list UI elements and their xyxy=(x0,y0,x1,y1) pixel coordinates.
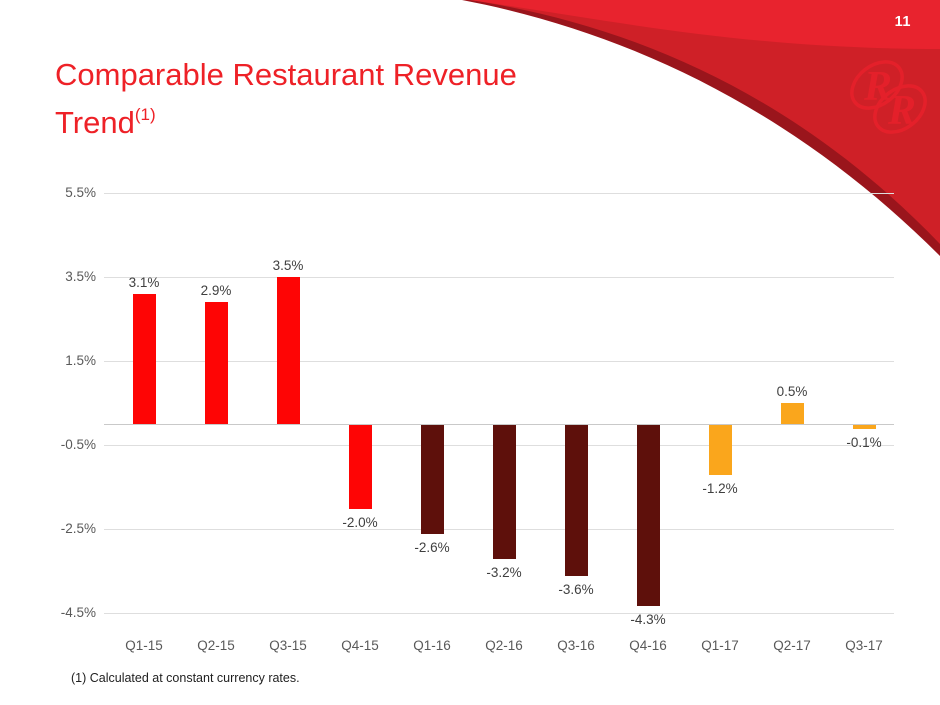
x-axis-label: Q4-16 xyxy=(629,638,667,653)
bar-q3-16 xyxy=(564,425,588,576)
footnote: (1) Calculated at constant currency rate… xyxy=(71,671,300,685)
y-axis-tick-label: -2.5% xyxy=(60,521,96,536)
bar-value-label: 0.5% xyxy=(776,384,808,399)
gridline xyxy=(104,277,894,278)
bar-q4-16 xyxy=(636,425,660,606)
y-axis-tick-label: 5.5% xyxy=(65,185,96,200)
bar-value-label: -4.3% xyxy=(630,612,666,627)
x-axis-label: Q4-15 xyxy=(341,638,379,653)
y-axis-tick-label: 3.5% xyxy=(65,269,96,284)
bar-q3-17 xyxy=(852,425,876,429)
bar-value-label: -0.1% xyxy=(846,435,882,450)
bar-q4-15 xyxy=(348,425,372,509)
bar-q1-17 xyxy=(708,425,732,475)
bar-q2-17 xyxy=(780,403,804,424)
gridline xyxy=(104,193,894,194)
bar-value-label: -3.6% xyxy=(558,582,594,597)
y-axis-tick-label: -4.5% xyxy=(60,605,96,620)
slide-title-line2: Trend xyxy=(55,105,135,140)
x-axis-zero-line xyxy=(104,424,894,425)
y-axis-tick-label: -0.5% xyxy=(60,437,96,452)
bar-value-label: 2.9% xyxy=(200,283,232,298)
gridline xyxy=(104,613,894,614)
page-number: 11 xyxy=(894,14,911,30)
x-axis-label: Q3-16 xyxy=(557,638,595,653)
bar-value-label: -2.0% xyxy=(342,515,378,530)
bar-q2-16 xyxy=(492,425,516,559)
x-axis-label: Q2-15 xyxy=(197,638,235,653)
x-axis-label: Q1-16 xyxy=(413,638,451,653)
slide-title-superscript: (1) xyxy=(134,105,156,124)
bar-value-label: 3.1% xyxy=(128,275,160,290)
gridline xyxy=(104,361,894,362)
x-axis-label: Q1-17 xyxy=(701,638,739,653)
bar-value-label: -3.2% xyxy=(486,565,522,580)
bar-q1-16 xyxy=(420,425,444,534)
bar-q3-15 xyxy=(276,277,300,424)
bar-value-label: -1.2% xyxy=(702,481,738,496)
bar-q2-15 xyxy=(204,302,228,424)
slide-title-line1: Comparable Restaurant Revenue xyxy=(55,57,517,92)
x-axis-label: Q2-16 xyxy=(485,638,523,653)
x-axis-label: Q3-17 xyxy=(845,638,883,653)
x-axis-label: Q2-17 xyxy=(773,638,811,653)
bar-value-label: 3.5% xyxy=(272,258,304,273)
x-axis-label: Q3-15 xyxy=(269,638,307,653)
bar-q1-15 xyxy=(132,294,156,424)
y-axis-tick-label: 1.5% xyxy=(65,353,96,368)
bar-value-label: -2.6% xyxy=(414,540,450,555)
slide-title: Comparable Restaurant Revenue Trend(1) xyxy=(55,55,517,143)
x-axis-label: Q1-15 xyxy=(125,638,163,653)
